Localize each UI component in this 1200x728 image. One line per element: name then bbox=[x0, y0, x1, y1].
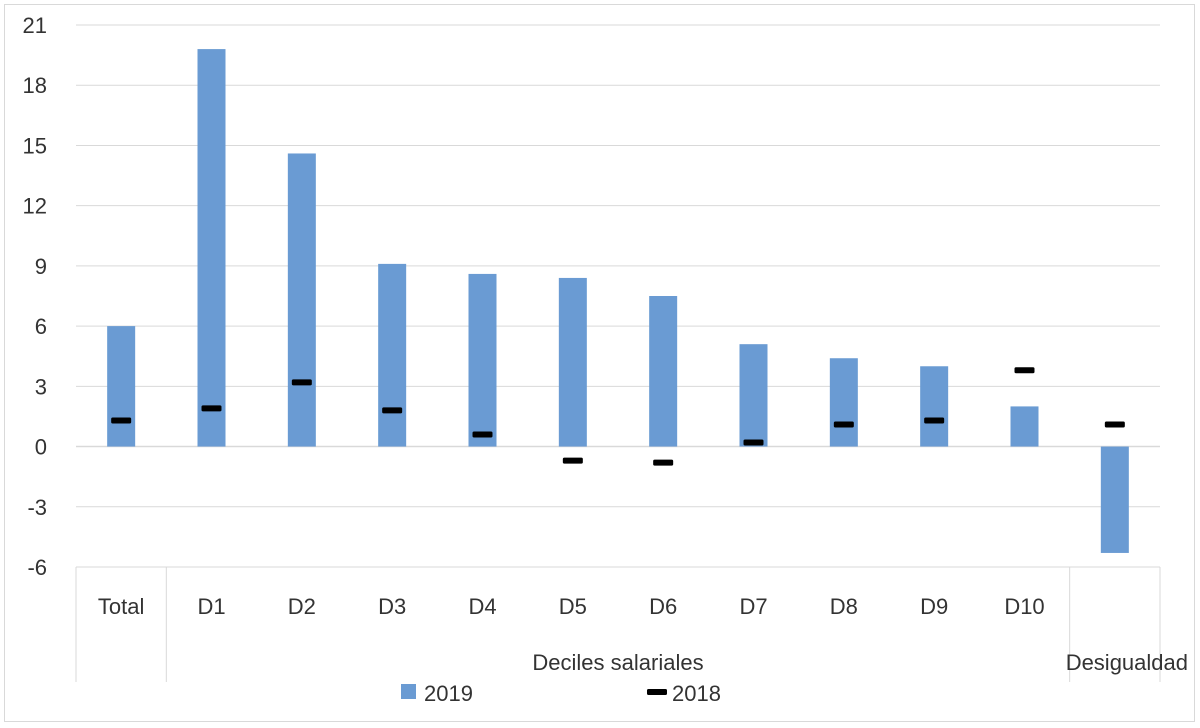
marker-2018 bbox=[111, 417, 132, 424]
marker-2018 bbox=[743, 439, 764, 446]
marker-2018 bbox=[291, 379, 312, 386]
marker-2018 bbox=[653, 459, 674, 466]
x-tick-label: D9 bbox=[920, 594, 948, 619]
bar-2019 bbox=[829, 358, 858, 447]
legend-label-2019: 2019 bbox=[424, 681, 473, 706]
bar-2019 bbox=[1010, 406, 1039, 447]
x-tick-label: D3 bbox=[378, 594, 406, 619]
x-tick-label: Total bbox=[98, 594, 144, 619]
x-tick-label: D10 bbox=[1004, 594, 1044, 619]
x-tick-label: D8 bbox=[830, 594, 858, 619]
y-tick-label: 18 bbox=[23, 73, 47, 98]
x-group-label: Desigualdad bbox=[1066, 650, 1188, 675]
x-tick-label: D7 bbox=[739, 594, 767, 619]
bar-2019 bbox=[468, 273, 497, 447]
marker-2018 bbox=[924, 417, 945, 424]
x-tick-label: D5 bbox=[559, 594, 587, 619]
bar-2019 bbox=[197, 49, 226, 447]
marker-2018 bbox=[382, 407, 403, 414]
y-tick-label: 12 bbox=[23, 194, 47, 219]
bar-2019 bbox=[1100, 446, 1129, 553]
legend-swatch-2019 bbox=[401, 684, 416, 699]
legend-label-2018: 2018 bbox=[672, 681, 721, 706]
chart-frame bbox=[4, 4, 1195, 722]
y-tick-label: -3 bbox=[27, 495, 47, 520]
x-tick-label: D6 bbox=[649, 594, 677, 619]
bar-2019 bbox=[107, 326, 136, 447]
y-tick-label: 21 bbox=[23, 13, 47, 38]
marker-2018 bbox=[201, 405, 222, 412]
x-tick-label: D1 bbox=[197, 594, 225, 619]
bar-2019 bbox=[287, 153, 316, 447]
bar-2019 bbox=[739, 344, 768, 447]
bar-2019 bbox=[378, 263, 407, 447]
y-tick-label: 0 bbox=[35, 435, 47, 460]
bar-2019 bbox=[920, 366, 949, 447]
x-group-label: Deciles salariales bbox=[532, 650, 703, 675]
bar-2019 bbox=[558, 277, 587, 447]
x-tick-label: D2 bbox=[288, 594, 316, 619]
y-tick-label: 6 bbox=[35, 314, 47, 339]
bar-2019 bbox=[649, 296, 678, 447]
y-tick-label: 9 bbox=[35, 254, 47, 279]
y-tick-label: 3 bbox=[35, 374, 47, 399]
marker-2018 bbox=[472, 431, 493, 438]
marker-2018 bbox=[562, 457, 583, 464]
x-tick-label: D4 bbox=[468, 594, 496, 619]
marker-2018 bbox=[1014, 367, 1035, 374]
y-tick-label: 15 bbox=[23, 133, 47, 158]
legend-swatch-2018 bbox=[647, 689, 667, 695]
marker-2018 bbox=[833, 421, 854, 428]
marker-2018 bbox=[1104, 421, 1125, 428]
y-tick-label: -6 bbox=[27, 555, 47, 580]
